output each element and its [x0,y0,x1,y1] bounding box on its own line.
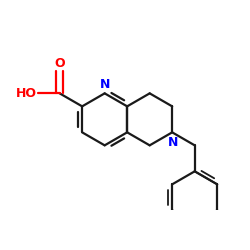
Text: N: N [100,78,110,90]
Text: N: N [168,136,178,149]
Text: O: O [54,57,65,70]
Text: HO: HO [16,87,36,100]
